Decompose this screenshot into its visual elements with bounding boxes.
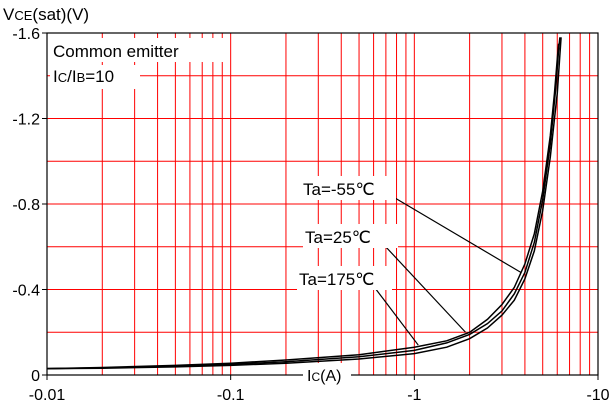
series-leader-line-3 [374, 287, 419, 346]
label-part: V [3, 5, 15, 24]
series-label-bg-3 [297, 266, 392, 290]
annotation-line2-bg [50, 65, 140, 89]
annotation-line1-bg [50, 38, 227, 62]
series-label-bg-2 [303, 224, 398, 248]
series-label-bg-1 [301, 176, 396, 200]
annotation-line2: IC/IB=10 [53, 67, 114, 86]
series-leader-line-1 [394, 197, 522, 273]
label-part: (sat)(V) [32, 5, 89, 24]
series-label-3: Ta=175℃ [299, 270, 374, 289]
y-tick-label: -1.6 [12, 26, 40, 43]
x-tick-label: -1 [407, 387, 421, 404]
x-axis-title: IC(A) [307, 368, 341, 385]
label-part: /I [67, 67, 76, 86]
annotation-line1: Common emitter [53, 42, 179, 61]
label-part: I [307, 368, 311, 385]
label-subscript: C [58, 70, 67, 85]
series-label-2: Ta=25℃ [305, 228, 371, 247]
label-part: (A) [320, 368, 341, 385]
x-tick-label: -0.01 [29, 387, 66, 404]
series-line-1 [46, 43, 560, 370]
label-subscript: B [77, 70, 86, 85]
y-tick-label: -1.2 [12, 112, 40, 129]
x-tick-label: -10 [586, 387, 609, 404]
label-subscript: CE [14, 8, 32, 23]
label-part: I [53, 67, 58, 86]
series-leader-line-2 [384, 245, 466, 333]
x-axis-title-bg [303, 363, 351, 385]
label-subscript: C [311, 370, 320, 384]
y-tick-label: 0 [31, 368, 40, 385]
series-line-2 [46, 37, 561, 370]
label-part: =10 [85, 67, 114, 86]
y-axis-title: VCE(sat)(V) [3, 5, 89, 24]
series-line-3 [46, 37, 562, 370]
series-label-1: Ta=-55℃ [303, 180, 375, 199]
y-tick-label: -0.8 [12, 197, 40, 214]
x-tick-label: -0.1 [217, 387, 245, 404]
y-tick-label: -0.4 [12, 283, 40, 300]
